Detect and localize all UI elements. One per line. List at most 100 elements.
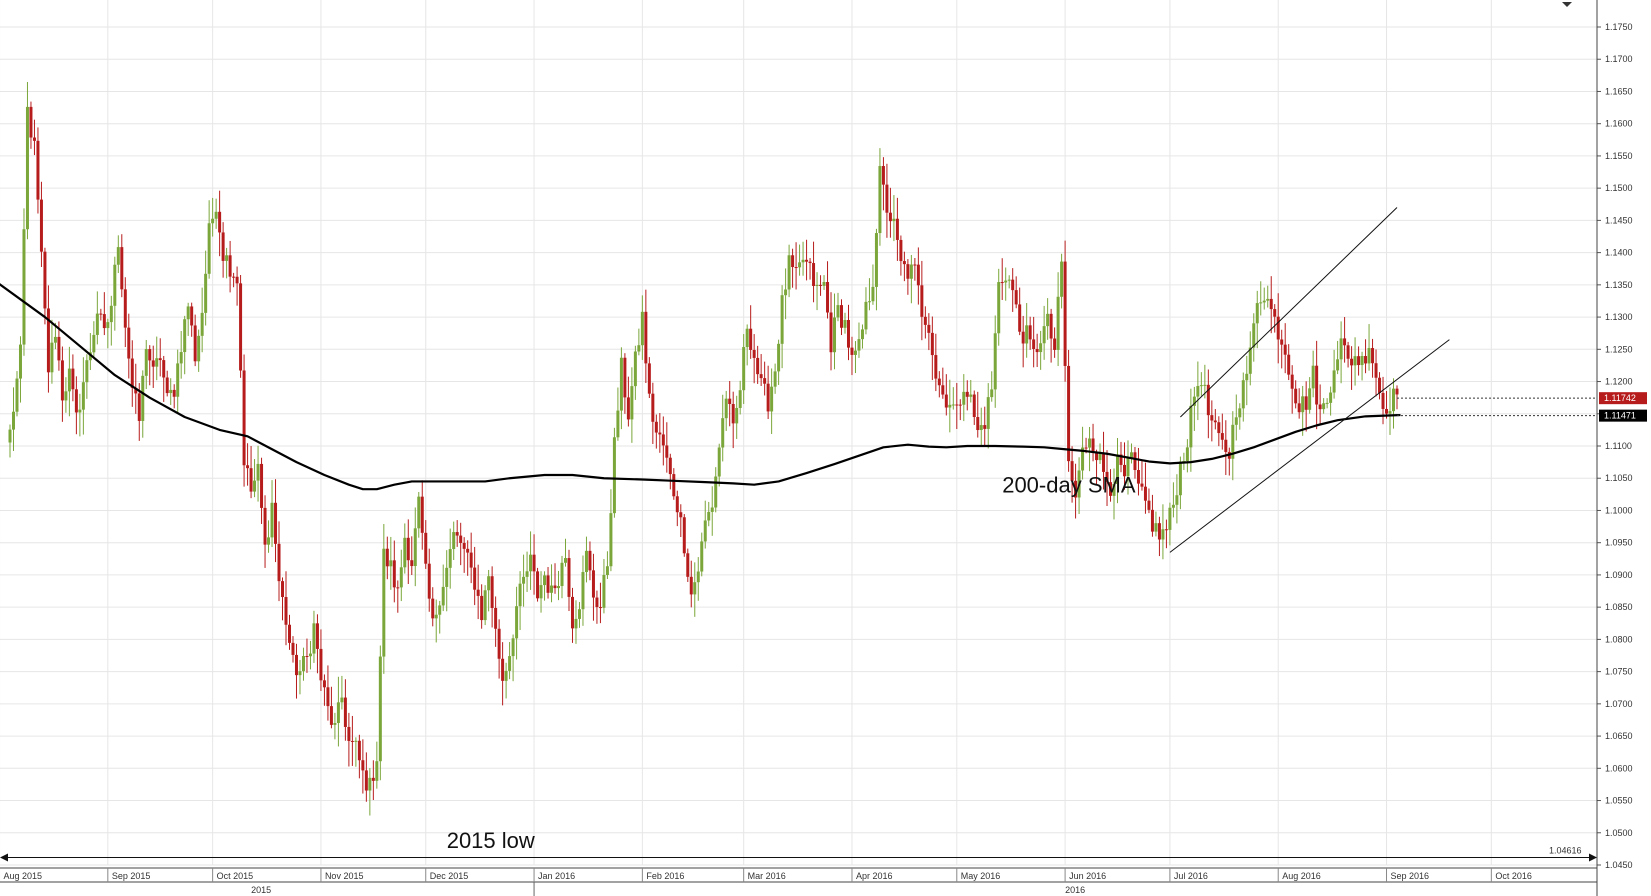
candle — [1136, 447, 1140, 496]
candle — [483, 585, 487, 626]
candle-body — [43, 251, 47, 309]
candle — [948, 379, 952, 433]
candle — [176, 349, 180, 413]
candle — [1385, 391, 1389, 419]
candle — [1021, 315, 1025, 368]
candle-body — [326, 687, 330, 707]
candle-body — [1199, 385, 1203, 387]
candle-body — [274, 502, 278, 544]
candle — [420, 480, 424, 550]
candle-body — [1102, 454, 1106, 472]
candle — [214, 198, 218, 229]
candle-body — [588, 550, 592, 571]
candle — [476, 564, 480, 620]
candle-body — [312, 623, 316, 654]
candle-body — [1280, 339, 1284, 345]
candle — [686, 548, 690, 582]
candle — [644, 289, 648, 384]
candle — [46, 285, 50, 393]
candle-body — [557, 586, 561, 589]
candle — [536, 567, 540, 602]
candle — [892, 195, 896, 242]
candle-body — [158, 358, 162, 361]
candle — [951, 387, 955, 410]
candle — [1357, 346, 1361, 376]
candle — [1056, 272, 1060, 367]
candle — [1297, 388, 1301, 419]
candle — [591, 553, 595, 621]
candle — [1028, 316, 1032, 350]
candle-body — [1297, 403, 1301, 413]
candle-body — [487, 576, 491, 591]
candle-body — [1077, 470, 1081, 498]
candle-body — [434, 614, 438, 619]
candle-body — [141, 375, 145, 421]
candle — [1143, 462, 1147, 514]
x-tick-label: Oct 2016 — [1495, 871, 1532, 881]
candle — [508, 642, 512, 680]
candle-body — [431, 598, 435, 619]
candle-body — [923, 316, 927, 325]
candle-body — [204, 273, 208, 313]
candle — [700, 532, 704, 577]
candle-body — [225, 255, 229, 261]
candle-body — [32, 137, 36, 141]
candle-body — [1381, 392, 1385, 409]
candle — [822, 275, 826, 290]
candle — [1332, 349, 1336, 399]
candle-body — [1343, 338, 1347, 346]
x-tick-label: Jun 2016 — [1069, 871, 1106, 881]
candle-body — [595, 597, 599, 608]
candle — [1227, 447, 1231, 476]
candle-body — [406, 537, 410, 561]
candle-body — [777, 343, 781, 372]
candle-body — [123, 289, 127, 328]
candle — [965, 380, 969, 411]
candle-body — [92, 334, 96, 353]
candle-body — [563, 558, 567, 563]
candle — [1035, 333, 1039, 368]
candle-body — [553, 585, 557, 589]
candle-body — [298, 671, 302, 676]
candle-body — [1255, 303, 1259, 324]
candle-body — [798, 262, 802, 268]
candle — [32, 119, 36, 156]
candle — [1241, 372, 1245, 422]
arrow-right-icon — [1589, 853, 1597, 862]
candle — [857, 322, 861, 358]
candle-body — [675, 496, 679, 513]
candle-body — [1025, 325, 1029, 344]
candle — [301, 647, 305, 681]
candle — [1196, 361, 1200, 421]
candle — [431, 587, 435, 627]
candle-body — [1129, 452, 1133, 458]
candle-body — [1294, 388, 1298, 404]
candle-body — [53, 336, 57, 343]
candle-body — [1290, 374, 1294, 389]
candle — [962, 374, 966, 422]
annotation-layer: 200-day SMA 2015 low — [447, 472, 1136, 853]
candle — [253, 459, 257, 498]
candle-body — [1339, 338, 1343, 360]
y-tick-label: 1.0800 — [1605, 634, 1633, 644]
candle-body — [36, 140, 40, 200]
candle-body — [441, 586, 445, 606]
candle — [1164, 519, 1168, 549]
candle — [1102, 431, 1106, 490]
candle-body — [1007, 279, 1011, 281]
candle — [1199, 372, 1203, 396]
candle-body — [633, 351, 637, 387]
candle — [298, 659, 302, 695]
candle — [567, 549, 571, 612]
candle — [1388, 387, 1392, 435]
candle — [515, 586, 519, 660]
candle — [672, 468, 676, 500]
candle — [920, 260, 924, 341]
candle — [721, 394, 725, 462]
candle-body — [452, 532, 456, 550]
candle-body — [361, 760, 365, 771]
candle — [843, 312, 847, 334]
candle — [1105, 450, 1109, 507]
